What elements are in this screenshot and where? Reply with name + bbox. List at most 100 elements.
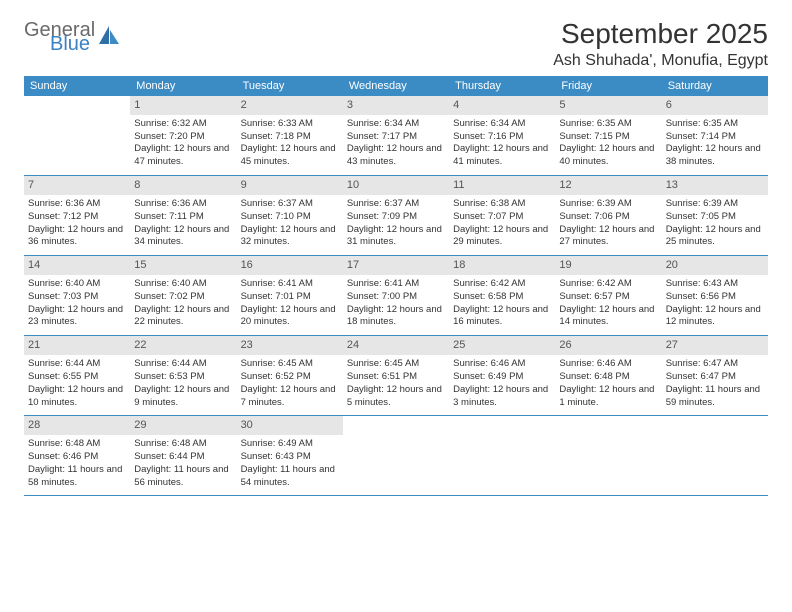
- day-cell: 25Sunrise: 6:46 AMSunset: 6:49 PMDayligh…: [449, 336, 555, 415]
- sunset-text: Sunset: 7:09 PM: [347, 211, 445, 224]
- daylight-text: Daylight: 12 hours and 32 minutes.: [241, 224, 339, 250]
- sunrise-text: Sunrise: 6:41 AM: [241, 278, 339, 291]
- sunset-text: Sunset: 6:56 PM: [666, 291, 764, 304]
- day-cell: 27Sunrise: 6:47 AMSunset: 6:47 PMDayligh…: [662, 336, 768, 415]
- daylight-text: Daylight: 12 hours and 38 minutes.: [666, 143, 764, 169]
- week-row: 14Sunrise: 6:40 AMSunset: 7:03 PMDayligh…: [24, 256, 768, 336]
- week-row: 7Sunrise: 6:36 AMSunset: 7:12 PMDaylight…: [24, 176, 768, 256]
- day-cell: 18Sunrise: 6:42 AMSunset: 6:58 PMDayligh…: [449, 256, 555, 335]
- day-number: 21: [24, 336, 130, 355]
- header: General Blue September 2025 Ash Shuhada'…: [24, 18, 768, 70]
- sunrise-text: Sunrise: 6:46 AM: [453, 358, 551, 371]
- day-cell: .: [555, 416, 661, 495]
- logo-text-blue: Blue: [50, 34, 95, 54]
- daylight-text: Daylight: 12 hours and 12 minutes.: [666, 304, 764, 330]
- daylight-text: Daylight: 12 hours and 5 minutes.: [347, 384, 445, 410]
- sunrise-text: Sunrise: 6:47 AM: [666, 358, 764, 371]
- sunset-text: Sunset: 6:49 PM: [453, 371, 551, 384]
- day-cell: 2 Sunrise: 6:33 AMSunset: 7:18 PMDaylight…: [237, 96, 343, 175]
- sail-icon: [97, 24, 121, 51]
- day-cell: 12Sunrise: 6:39 AMSunset: 7:06 PMDayligh…: [555, 176, 661, 255]
- sunrise-text: Sunrise: 6:37 AM: [347, 198, 445, 211]
- day-number: 22: [130, 336, 236, 355]
- day-number: 4: [449, 96, 555, 115]
- weekday-wed: Wednesday: [343, 76, 449, 96]
- weekday-fri: Friday: [555, 76, 661, 96]
- sunrise-text: Sunrise: 6:34 AM: [347, 118, 445, 131]
- sunrise-text: Sunrise: 6:48 AM: [28, 438, 126, 451]
- sunset-text: Sunset: 7:00 PM: [347, 291, 445, 304]
- sunrise-text: Sunrise: 6:44 AM: [28, 358, 126, 371]
- sunset-text: Sunset: 6:57 PM: [559, 291, 657, 304]
- daylight-text: Daylight: 12 hours and 25 minutes.: [666, 224, 764, 250]
- daylight-text: Daylight: 12 hours and 29 minutes.: [453, 224, 551, 250]
- day-number: 25: [449, 336, 555, 355]
- sunset-text: Sunset: 6:47 PM: [666, 371, 764, 384]
- sunset-text: Sunset: 7:14 PM: [666, 131, 764, 144]
- sunset-text: Sunset: 6:53 PM: [134, 371, 232, 384]
- sunset-text: Sunset: 6:58 PM: [453, 291, 551, 304]
- day-cell: 14Sunrise: 6:40 AMSunset: 7:03 PMDayligh…: [24, 256, 130, 335]
- week-row: 21Sunrise: 6:44 AMSunset: 6:55 PMDayligh…: [24, 336, 768, 416]
- day-number: 12: [555, 176, 661, 195]
- day-number: 5: [555, 96, 661, 115]
- sunset-text: Sunset: 6:51 PM: [347, 371, 445, 384]
- day-cell: 23Sunrise: 6:45 AMSunset: 6:52 PMDayligh…: [237, 336, 343, 415]
- sunset-text: Sunset: 7:10 PM: [241, 211, 339, 224]
- daylight-text: Daylight: 12 hours and 41 minutes.: [453, 143, 551, 169]
- weekday-tue: Tuesday: [237, 76, 343, 96]
- day-cell: 6Sunrise: 6:35 AMSunset: 7:14 PMDaylight…: [662, 96, 768, 175]
- sunrise-text: Sunrise: 6:46 AM: [559, 358, 657, 371]
- day-number: 2: [237, 96, 343, 115]
- sunrise-text: Sunrise: 6:36 AM: [134, 198, 232, 211]
- day-cell: 29Sunrise: 6:48 AMSunset: 6:44 PMDayligh…: [130, 416, 236, 495]
- day-number: 10: [343, 176, 449, 195]
- sunset-text: Sunset: 7:11 PM: [134, 211, 232, 224]
- sunrise-text: Sunrise: 6:42 AM: [453, 278, 551, 291]
- calendar-page: General Blue September 2025 Ash Shuhada'…: [0, 0, 792, 514]
- sunset-text: Sunset: 7:06 PM: [559, 211, 657, 224]
- sunset-text: Sunset: 6:48 PM: [559, 371, 657, 384]
- sunset-text: Sunset: 7:01 PM: [241, 291, 339, 304]
- sunset-text: Sunset: 6:55 PM: [28, 371, 126, 384]
- sunrise-text: Sunrise: 6:49 AM: [241, 438, 339, 451]
- day-number: 15: [130, 256, 236, 275]
- day-cell: 21Sunrise: 6:44 AMSunset: 6:55 PMDayligh…: [24, 336, 130, 415]
- day-number: 30: [237, 416, 343, 435]
- day-number: 16: [237, 256, 343, 275]
- title-block: September 2025 Ash Shuhada', Monufia, Eg…: [553, 18, 768, 70]
- daylight-text: Daylight: 12 hours and 31 minutes.: [347, 224, 445, 250]
- day-cell: 26 Sunrise: 6:46 AMSunset: 6:48 PMDayligh…: [555, 336, 661, 415]
- sunrise-text: Sunrise: 6:37 AM: [241, 198, 339, 211]
- daylight-text: Daylight: 12 hours and 34 minutes.: [134, 224, 232, 250]
- sunset-text: Sunset: 7:16 PM: [453, 131, 551, 144]
- daylight-text: Daylight: 12 hours and 45 minutes.: [241, 143, 339, 169]
- day-cell: .: [449, 416, 555, 495]
- sunset-text: Sunset: 7:20 PM: [134, 131, 232, 144]
- day-cell: 30Sunrise: 6:49 AMSunset: 6:43 PMDayligh…: [237, 416, 343, 495]
- sunrise-text: Sunrise: 6:38 AM: [453, 198, 551, 211]
- day-number: 27: [662, 336, 768, 355]
- day-number: 8: [130, 176, 236, 195]
- daylight-text: Daylight: 12 hours and 23 minutes.: [28, 304, 126, 330]
- daylight-text: Daylight: 12 hours and 1 minute.: [559, 384, 657, 410]
- day-number: 6: [662, 96, 768, 115]
- week-row: 28Sunrise: 6:48 AMSunset: 6:46 PMDayligh…: [24, 416, 768, 496]
- daylight-text: Daylight: 12 hours and 18 minutes.: [347, 304, 445, 330]
- day-cell: 15Sunrise: 6:40 AMSunset: 7:02 PMDayligh…: [130, 256, 236, 335]
- sunset-text: Sunset: 7:05 PM: [666, 211, 764, 224]
- sunrise-text: Sunrise: 6:33 AM: [241, 118, 339, 131]
- sunrise-text: Sunrise: 6:44 AM: [134, 358, 232, 371]
- weekday-sat: Saturday: [662, 76, 768, 96]
- sunset-text: Sunset: 7:18 PM: [241, 131, 339, 144]
- sunset-text: Sunset: 7:02 PM: [134, 291, 232, 304]
- day-cell: 22Sunrise: 6:44 AMSunset: 6:53 PMDayligh…: [130, 336, 236, 415]
- day-number: 14: [24, 256, 130, 275]
- sunrise-text: Sunrise: 6:34 AM: [453, 118, 551, 131]
- calendar: Sunday Monday Tuesday Wednesday Thursday…: [24, 76, 768, 496]
- sunset-text: Sunset: 6:44 PM: [134, 451, 232, 464]
- sunrise-text: Sunrise: 6:35 AM: [559, 118, 657, 131]
- sunset-text: Sunset: 7:15 PM: [559, 131, 657, 144]
- day-number: 26: [555, 336, 661, 355]
- sunrise-text: Sunrise: 6:48 AM: [134, 438, 232, 451]
